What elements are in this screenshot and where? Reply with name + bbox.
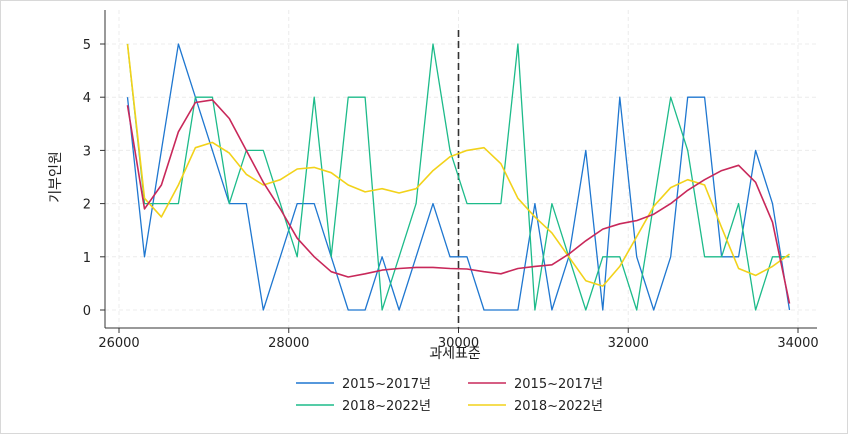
y-tick-label: 5 (83, 38, 91, 53)
plot-area (105, 10, 817, 328)
x-tick-label: 30000 (438, 336, 479, 351)
legend-label: 2018~2022년 (342, 399, 431, 414)
axes (100, 10, 817, 333)
x-axis-label: 과세표준 (429, 346, 481, 362)
tick-labels: 26000 28000 30000 32000 34000 0 1 2 3 4 5 (83, 38, 819, 351)
x-tick-label: 26000 (98, 336, 139, 351)
legend-label: 2018~2022년 (514, 399, 603, 414)
smoothed-series-line (126, 99, 791, 304)
x-tick-label: 34000 (777, 336, 818, 351)
legend-label: 2015~2017년 (514, 377, 603, 392)
raw-series-line (126, 43, 791, 311)
x-tick-label: 32000 (608, 336, 649, 351)
legend-label: 2015~2017년 (342, 377, 431, 392)
x-tick-label: 28000 (268, 336, 309, 351)
y-tick-label: 4 (83, 91, 91, 106)
y-tick-label: 1 (83, 251, 91, 266)
y-tick-label: 0 (83, 304, 91, 319)
y-tick-label: 3 (83, 144, 91, 159)
legend: 2015~2017년 2015~2017년 2018~2022년 2018~2022년 (296, 377, 603, 414)
raw-series-line (126, 43, 790, 311)
smoothed-series-line (126, 43, 790, 287)
y-tick-label: 2 (83, 198, 91, 213)
series-group (126, 43, 791, 311)
y-axis-label: 기부인원 (48, 151, 64, 203)
